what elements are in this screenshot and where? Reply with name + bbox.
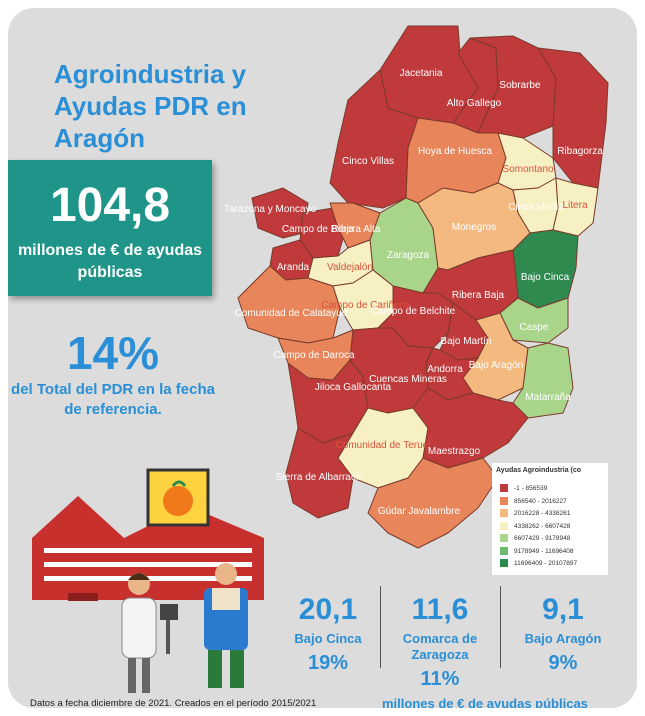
- label-valdejalon: Valdejalón: [327, 262, 373, 273]
- label-sierra-de-albarracin: Sierra de Albarracín: [276, 472, 364, 483]
- stat-value: 9,1: [542, 593, 584, 626]
- label-bajo-martin: Bajo Martín: [440, 336, 491, 347]
- label-jacetania: Jacetania: [400, 68, 443, 79]
- stat-percent: 9%: [548, 652, 578, 674]
- label-ribera-alta: Ribera Alta: [332, 224, 381, 235]
- region-caspe[interactable]: [499, 297, 569, 344]
- percent-label: del Total del PDR en la fecha de referen…: [11, 381, 215, 418]
- label-zaragoza: Zaragoza: [387, 250, 430, 261]
- map-legend: Ayudas Agroindustria (co -1 - 856539 8565…: [492, 463, 608, 575]
- legend-swatch: [500, 521, 508, 530]
- label-campo-de-carinena: Campo de Cariñena: [321, 300, 411, 311]
- label-ribagorza: Ribagorza: [557, 146, 603, 157]
- stat-bajo-aragon: 9,1 Bajo Aragón 9%: [513, 593, 613, 675]
- stat-name: Bajo Aragón: [524, 631, 602, 646]
- label-alto-gallego: Alto Gallego: [447, 98, 502, 109]
- region-litera[interactable]: [552, 177, 599, 237]
- stat-name: Comarca de Zaragoza: [402, 631, 478, 662]
- label-sobrarbe: Sobrarbe: [499, 80, 541, 91]
- total-aid-label: millones de € de ayudas públicas: [17, 242, 203, 281]
- stat-value: 20,1: [298, 593, 358, 626]
- legend-swatch: [500, 546, 508, 555]
- label-cinca-medio: Cinca Medio: [508, 202, 564, 213]
- legend-swatch: [500, 484, 508, 493]
- stat-comarca-de-zaragoza: 11,6 Comarca de Zaragoza 11%: [390, 593, 490, 691]
- legend-title: Ayudas Agroindustria (co: [496, 467, 582, 474]
- infographic-card: Agroindustria y Ayudas PDR en Aragón 104…: [8, 8, 637, 708]
- stat-bajo-cinca: 20,1 Bajo Cinca 19%: [278, 593, 378, 675]
- legend-label: 856540 - 2016227: [514, 497, 567, 505]
- legend-label: 4338262 - 6607428: [514, 522, 571, 530]
- scientist-icon: [121, 573, 178, 693]
- total-aid-value: 104,8: [49, 179, 171, 232]
- label-litera: Litera: [562, 200, 587, 211]
- stat-value: 11,6: [411, 593, 469, 626]
- legend-label: 2016228 - 4338261: [514, 510, 571, 517]
- label-andorra: Andorra: [427, 364, 463, 375]
- region-gudar-javalambre[interactable]: [367, 457, 499, 549]
- label-comunidad-de-teruel: Comunidad de Teruel: [336, 440, 431, 451]
- percent-value: 14%: [66, 327, 160, 379]
- region-matarrana[interactable]: [512, 342, 574, 419]
- page-title: Agroindustria y Ayudas PDR en Aragón: [54, 59, 247, 153]
- label-campo-de-daroca: Campo de Daroca: [273, 350, 355, 361]
- label-aranda: Aranda: [277, 262, 310, 273]
- label-maestrazgo: Maestrazgo: [428, 446, 481, 457]
- label-bajo-cinca: Bajo Cinca: [521, 272, 570, 283]
- legend-item: 6607429 - 9178948: [500, 533, 570, 545]
- label-monegros: Monegros: [452, 222, 496, 233]
- aragon-map: Jacetania Alto Gallego Sobrarbe Ribagorz…: [224, 25, 609, 549]
- legend-item: 856540 - 2016227: [500, 496, 567, 508]
- label-bajo-aragon: Bajo Aragón: [469, 360, 524, 371]
- legend-swatch: [500, 559, 508, 568]
- footer-note: Datos a fecha diciembre de 2021. Creados…: [30, 698, 317, 708]
- legend-label: 11696409 - 20107897: [514, 560, 578, 567]
- label-caspe: Caspe: [520, 322, 549, 333]
- label-jiloca-gallocanta: Jiloca Gallocanta: [315, 382, 392, 393]
- region-somontano[interactable]: [497, 132, 557, 191]
- label-matarrana: Matarraña: [525, 392, 571, 403]
- legend-item: -1 - 856539: [500, 483, 547, 495]
- label-tarazona-y-moncayo: Tarazona y Moncayo: [224, 204, 317, 215]
- divider: [500, 586, 501, 668]
- legend-swatch: [500, 496, 508, 505]
- legend-swatch: [500, 534, 508, 543]
- legend-label: -1 - 856539: [514, 485, 548, 492]
- label-comunidad-de-calatayud: Comunidad de Calatayud: [235, 308, 348, 319]
- legend-item: 9178949 - 11696408: [500, 546, 574, 558]
- legend-label: 6607429 - 9178948: [514, 535, 571, 542]
- stat-percent: 19%: [307, 652, 349, 674]
- legend-item: 4338262 - 6607428: [500, 521, 570, 533]
- divider: [380, 586, 381, 668]
- legend-label: 9178949 - 11696408: [514, 547, 574, 555]
- total-aid-box: 104,8 millones de € de ayudas públicas: [8, 160, 212, 296]
- label-somontano: Somontano: [502, 164, 554, 175]
- region-sierra-de-albarracin[interactable]: [285, 427, 354, 519]
- label-campo-de-belchite: Campo de Belchite: [371, 306, 456, 317]
- legend-swatch: [500, 509, 508, 518]
- region-bajo-cinca[interactable]: [512, 229, 579, 309]
- label-hoya-de-huesca: Hoya de Huesca: [418, 146, 492, 157]
- stat-name: Bajo Cinca: [294, 631, 362, 646]
- label-campo-de-borja: Campo de Borja: [282, 224, 355, 235]
- label-ribera-baja: Ribera Baja: [452, 290, 505, 301]
- label-cinco-villas: Cinco Villas: [342, 156, 394, 167]
- units-label: millones de € de ayudas públicas: [382, 696, 588, 708]
- map-labels: Jacetania Alto Gallego Sobrarbe Ribagorz…: [224, 68, 603, 517]
- label-cuencas-mineras: Cuencas Mineras: [369, 374, 447, 385]
- stat-percent: 11%: [420, 668, 460, 690]
- farmer-icon: [204, 563, 248, 688]
- label-gudar-javalambre: Gúdar Javalambre: [378, 506, 461, 517]
- illustration: [32, 468, 264, 693]
- legend-item: 2016228 - 4338261: [500, 508, 570, 520]
- legend-item: 11696409 - 20107897: [500, 558, 577, 570]
